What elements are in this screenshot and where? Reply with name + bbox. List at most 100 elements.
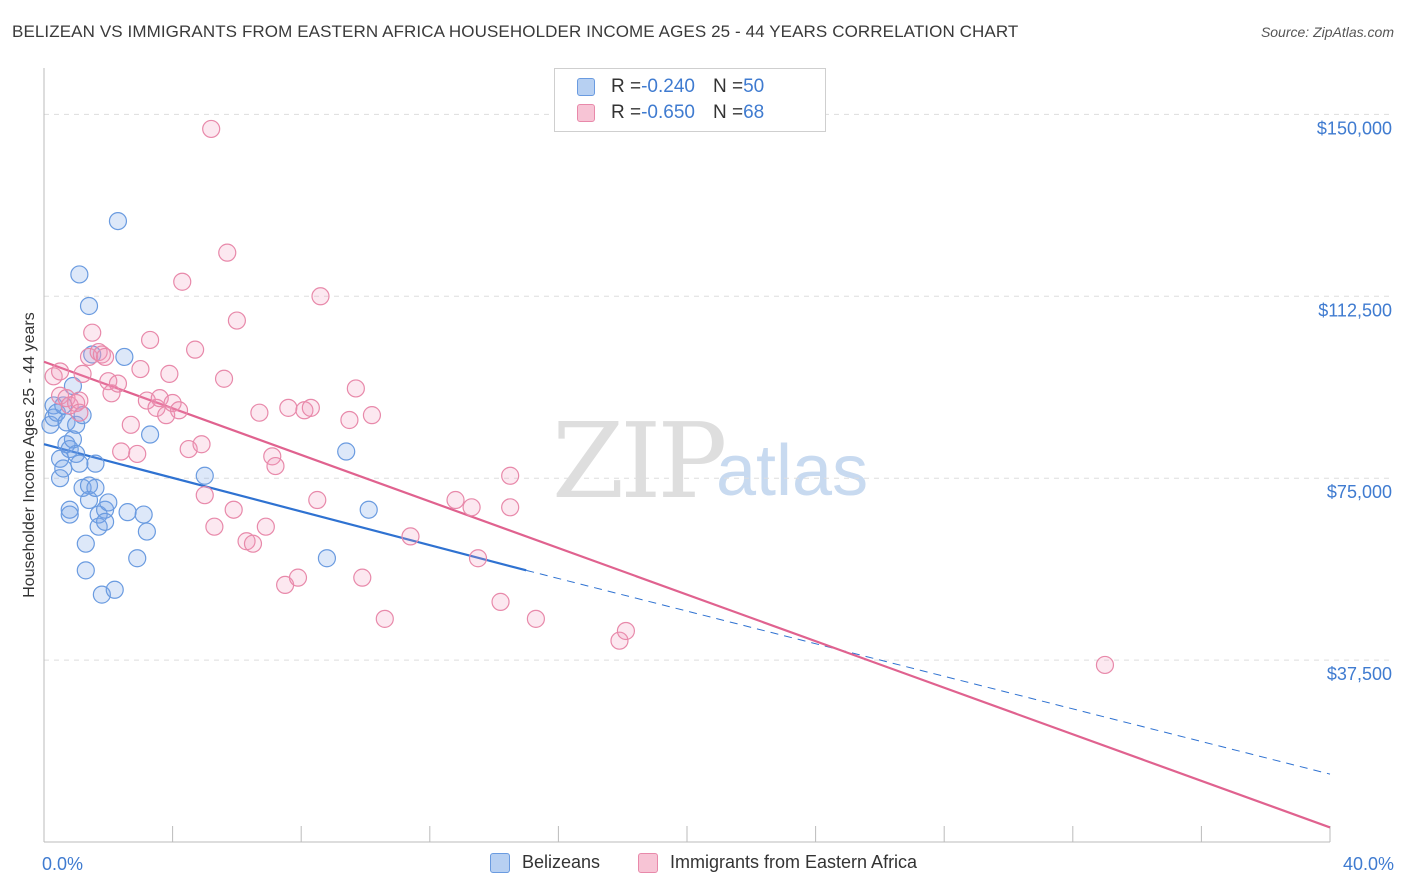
series-legend: Belizeans Immigrants from Eastern Africa bbox=[0, 852, 1406, 878]
axes bbox=[43, 68, 1331, 843]
belizean-point bbox=[134, 505, 153, 524]
belizean-point bbox=[50, 469, 70, 488]
y-tick-label: $150,000 bbox=[1317, 118, 1392, 138]
eastern-africa-point bbox=[173, 272, 192, 291]
eastern-africa-point bbox=[288, 568, 308, 587]
belizean-point bbox=[60, 500, 79, 519]
eastern-africa-point bbox=[214, 369, 234, 388]
eastern-africa-point bbox=[491, 592, 510, 611]
series-legend-label: Belizeans bbox=[522, 852, 601, 872]
legend-swatch-eastern-africa bbox=[577, 104, 595, 122]
eastern-africa-point bbox=[501, 466, 520, 485]
legend-r-label: R = bbox=[611, 102, 642, 123]
belizean-point bbox=[128, 549, 147, 568]
eastern-africa-point bbox=[353, 568, 372, 587]
legend-n-value: 50 bbox=[743, 76, 765, 97]
legend-r-value: -0.240 bbox=[641, 76, 695, 97]
grid-lines bbox=[44, 113, 1392, 661]
belizean-point bbox=[359, 500, 378, 519]
legend-n-label: N = bbox=[712, 76, 744, 97]
trend-lines bbox=[43, 360, 1331, 829]
belizean-trend-line bbox=[43, 443, 527, 572]
watermark-zip: ZIP bbox=[552, 400, 727, 522]
belizean-point bbox=[140, 425, 160, 444]
legend-r-value: -0.650 bbox=[641, 102, 695, 123]
eastern-africa-point bbox=[462, 498, 481, 517]
legend-r-label: R = bbox=[611, 76, 642, 97]
eastern-africa-point bbox=[195, 486, 214, 505]
eastern-africa-point bbox=[224, 500, 243, 519]
belizean-point bbox=[79, 296, 99, 316]
belizean-point bbox=[70, 454, 89, 473]
belizean-point bbox=[118, 503, 137, 522]
data-points bbox=[41, 119, 1115, 675]
eastern-africa-point bbox=[227, 311, 246, 330]
belizean-point bbox=[63, 430, 83, 449]
x-tick-label-min: 0.0% bbox=[42, 854, 83, 874]
belizean-point bbox=[54, 459, 73, 478]
eastern-africa-point bbox=[256, 517, 275, 536]
y-tick-label: $112,500 bbox=[1318, 300, 1392, 320]
eastern-africa-point bbox=[346, 379, 365, 398]
eastern-africa-point bbox=[67, 393, 86, 413]
eastern-africa-point bbox=[140, 330, 160, 350]
eastern-africa-point bbox=[163, 393, 182, 413]
y-tick-label: $37,500 bbox=[1327, 664, 1392, 684]
belizean-point bbox=[67, 444, 86, 464]
belizean-point bbox=[108, 211, 128, 231]
eastern-africa-point bbox=[73, 364, 92, 383]
legend-row-eastern-africa: R = -0.650 N = 68 bbox=[577, 101, 764, 125]
eastern-africa-point bbox=[192, 435, 211, 454]
belizean-point bbox=[86, 454, 105, 473]
eastern-africa-point bbox=[102, 384, 121, 403]
eastern-africa-point bbox=[610, 631, 629, 650]
legend-n-label: N = bbox=[712, 102, 744, 123]
belizean-point bbox=[60, 505, 79, 524]
eastern-africa-point bbox=[83, 323, 102, 342]
eastern-africa-point bbox=[243, 534, 263, 553]
eastern-africa-point bbox=[279, 398, 298, 417]
eastern-africa-point bbox=[446, 490, 465, 510]
belizean-point bbox=[86, 478, 105, 497]
x-tick-label-max: 40.0% bbox=[1343, 854, 1394, 874]
belizean-point bbox=[115, 347, 134, 367]
eastern-africa-point bbox=[95, 347, 115, 367]
belizean-point bbox=[76, 561, 95, 580]
belizean-point bbox=[70, 265, 89, 284]
chart-title: BELIZEAN VS IMMIGRANTS FROM EASTERN AFRI… bbox=[12, 22, 1019, 41]
belizean-point bbox=[195, 466, 214, 485]
legend-n-value: 68 bbox=[743, 102, 765, 123]
eastern-africa-point bbox=[266, 456, 285, 476]
eastern-africa-point bbox=[205, 517, 224, 536]
watermark-atlas: atlas bbox=[716, 431, 869, 511]
eastern-africa-point bbox=[186, 340, 205, 359]
series-legend-eastern-africa[interactable]: Immigrants from Eastern Africa bbox=[638, 852, 917, 873]
belizean-trend-extension bbox=[526, 569, 1331, 775]
eastern-africa-point bbox=[121, 415, 140, 434]
eastern-africa-point bbox=[616, 621, 636, 641]
eastern-africa-point bbox=[218, 243, 237, 262]
eastern-africa-point bbox=[108, 374, 128, 393]
eastern-africa-point bbox=[401, 527, 420, 546]
source-attribution: Source: ZipAtlas.com bbox=[1260, 24, 1394, 40]
axis-labels: $37,500 $75,000 $112,500 $150,000 0.0% 40.0% H… bbox=[21, 118, 1394, 874]
belizean-point bbox=[137, 522, 156, 541]
eastern-africa-point bbox=[308, 490, 327, 510]
eastern-africa-point bbox=[202, 119, 221, 139]
belizean-point bbox=[317, 549, 337, 568]
belizean-point bbox=[337, 442, 356, 461]
eastern-africa-point bbox=[1095, 655, 1115, 675]
eastern-africa-point bbox=[468, 549, 488, 568]
series-swatch-eastern-africa bbox=[638, 852, 658, 873]
eastern-africa-point bbox=[311, 287, 330, 306]
series-legend-belizeans[interactable]: Belizeans bbox=[490, 852, 600, 873]
y-tick-label: $75,000 bbox=[1327, 482, 1392, 502]
eastern-africa-point bbox=[301, 398, 320, 417]
eastern-africa-trend-line bbox=[43, 360, 1331, 829]
belizean-point bbox=[105, 580, 124, 599]
eastern-africa-point bbox=[263, 447, 282, 466]
eastern-africa-point bbox=[250, 403, 269, 422]
series-legend-label: Immigrants from Eastern Africa bbox=[670, 852, 918, 872]
eastern-africa-point bbox=[112, 442, 131, 461]
